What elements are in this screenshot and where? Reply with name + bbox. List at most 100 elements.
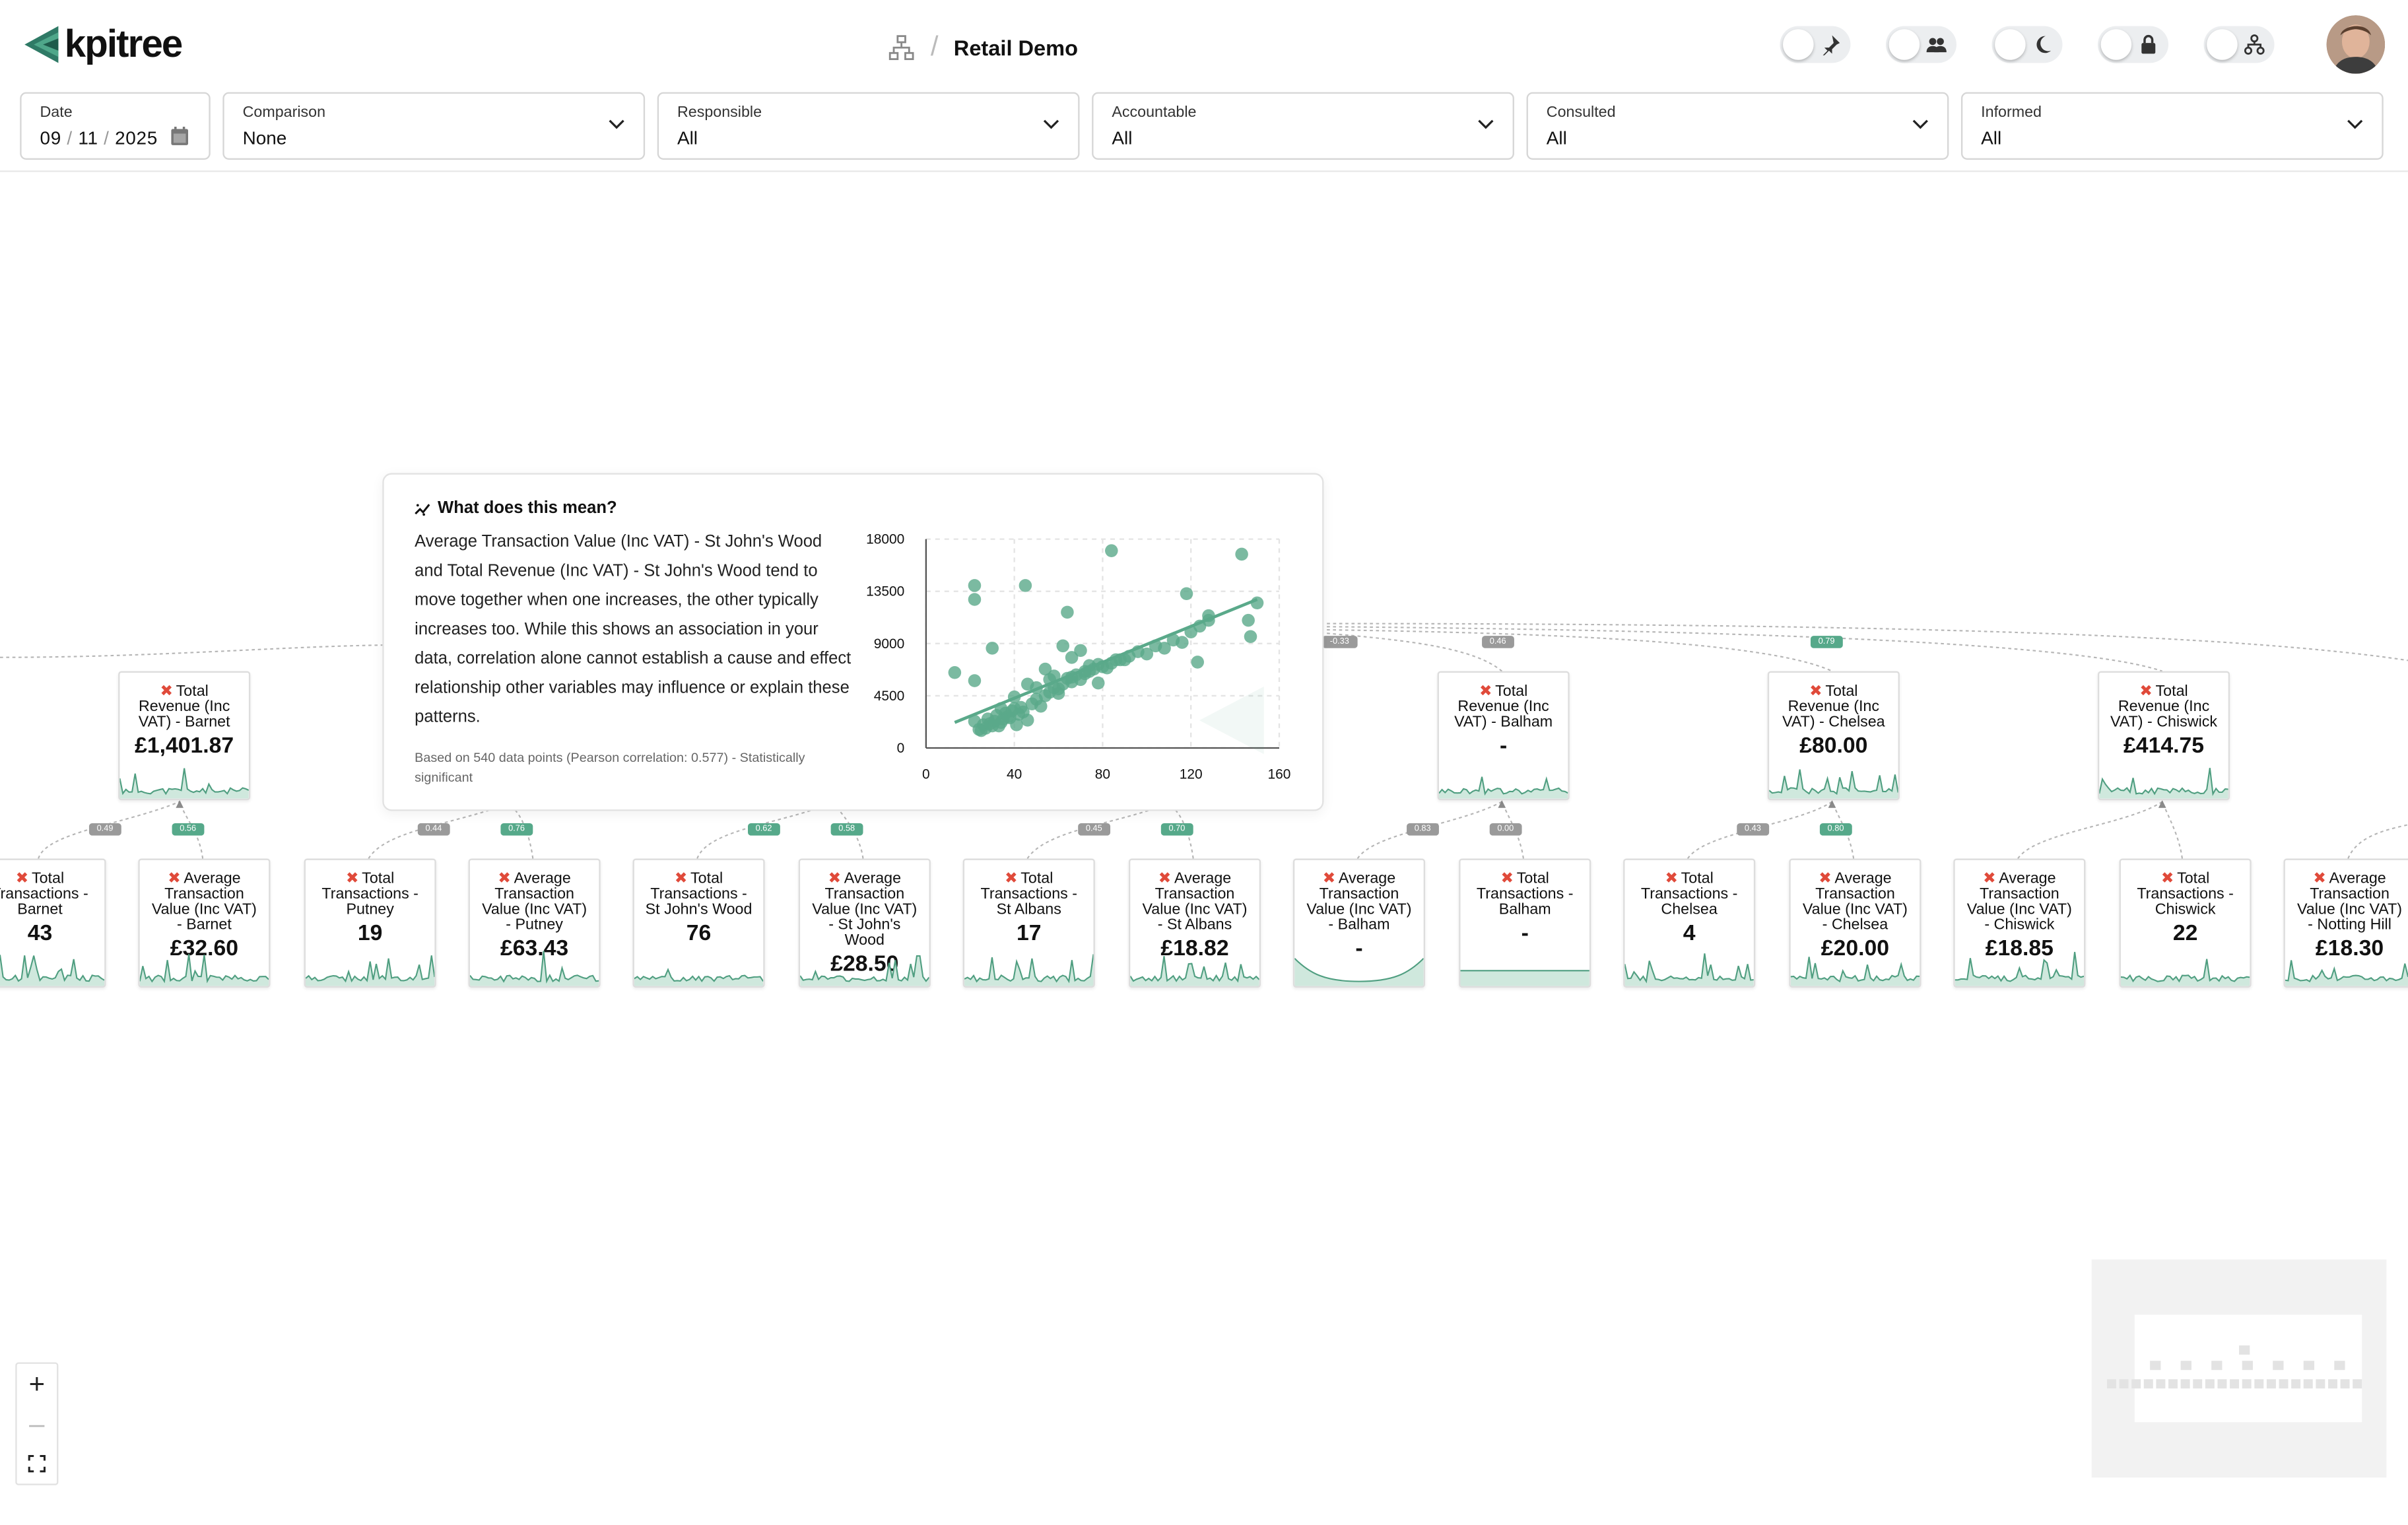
avatar[interactable] bbox=[2326, 15, 2386, 74]
kpi-node[interactable]: ✖ Total Revenue (Inc VAT) - Chiswick £414.75 bbox=[2097, 671, 2230, 801]
edge bbox=[2161, 801, 2183, 859]
sparkline-line bbox=[1955, 951, 2085, 982]
kpi-node-title-text: Value (Inc VAT) bbox=[1802, 901, 1908, 919]
kpi-node[interactable]: ✖ Average Transaction Value (Inc VAT) - Chel… bbox=[1789, 858, 1922, 988]
kpi-node[interactable]: ✖ Average Transaction Value (Inc VAT) - Barn… bbox=[138, 858, 271, 988]
toggle-pin[interactable] bbox=[1780, 26, 1851, 63]
calendar-icon[interactable] bbox=[170, 126, 189, 146]
edge bbox=[1320, 628, 1832, 672]
kpi-node-title-text: Value (Inc VAT) bbox=[2297, 901, 2403, 919]
popup-heading-text: What does this mean? bbox=[438, 499, 617, 518]
zoom-in-button[interactable]: + bbox=[28, 1368, 46, 1400]
kpi-node-title-text: VAT) - Chelsea bbox=[1782, 714, 1885, 731]
kpi-node-title-text: - Notting Hill bbox=[2308, 916, 2391, 934]
kpi-node-title-line: Value (Inc VAT) bbox=[143, 902, 265, 918]
correlation-badge[interactable]: -0.33 bbox=[1322, 636, 1357, 648]
edge bbox=[696, 809, 815, 859]
kpi-node[interactable]: ✖ Total Transactions - Balham - bbox=[1459, 858, 1591, 988]
kpi-node[interactable]: ✖ Total Transactions - St Albans 17 bbox=[962, 858, 1095, 988]
sparkline bbox=[964, 954, 1094, 986]
kpi-node-title-text: Transaction bbox=[494, 886, 574, 903]
kpi-node[interactable]: ✖ Average Transaction Value (Inc VAT) - St A… bbox=[1128, 858, 1261, 988]
correlation-badge[interactable]: 0.46 bbox=[1482, 636, 1514, 648]
sparkline bbox=[2285, 960, 2408, 986]
kpi-node[interactable]: ✖ Total Transactions - Chelsea 4 bbox=[1623, 858, 1756, 988]
responsible-select[interactable]: Responsible All bbox=[657, 92, 1080, 160]
kpi-node-value: £63.43 bbox=[500, 937, 569, 962]
kpi-node-title-line: ✖ Total bbox=[0, 871, 102, 887]
chevron-down-icon bbox=[2347, 119, 2363, 129]
correlation-badge[interactable]: 0.56 bbox=[172, 823, 204, 836]
kpi-node[interactable]: ✖ Average Transaction Value (Inc VAT) - St J… bbox=[798, 858, 931, 988]
kpi-node[interactable]: ✖ Total Transactions - St John's Wood 76 bbox=[632, 858, 765, 988]
toggle-hierarchy[interactable] bbox=[2203, 26, 2275, 63]
kpi-node[interactable]: ✖ Total Transactions - Putney 19 bbox=[304, 858, 436, 988]
correlation-badge[interactable]: 0.76 bbox=[500, 823, 533, 836]
kpi-node-title: ✖ Average Transaction Value (Inc VAT) - Chis… bbox=[1955, 871, 2084, 933]
informed-select[interactable]: Informed All bbox=[1960, 92, 2384, 160]
arrow-head bbox=[1498, 800, 1506, 808]
scatter-point bbox=[1091, 676, 1105, 690]
kpi-node[interactable]: ✖ Average Transaction Value (Inc VAT) - Chis… bbox=[1953, 858, 2086, 988]
date-day[interactable]: 09 bbox=[40, 127, 61, 149]
correlation-badge[interactable]: 0.44 bbox=[417, 823, 450, 836]
kpi-node[interactable]: ✖ Average Transaction Value (Inc VAT) - Nott… bbox=[2283, 858, 2408, 988]
edge bbox=[1320, 632, 1502, 672]
kpi-node-title-text: Transactions - bbox=[0, 886, 88, 903]
kpi-node-title-line: - St John's bbox=[803, 918, 926, 933]
toggle-people[interactable] bbox=[1885, 26, 1956, 63]
kpi-node-title-line: - Chelsea bbox=[1793, 918, 1916, 933]
hierarchy-icon[interactable] bbox=[888, 33, 916, 61]
kpi-node-title-line: ✖ Total bbox=[1442, 684, 1565, 700]
status-fail-icon: ✖ bbox=[828, 871, 842, 888]
kpi-node[interactable]: ✖ Total Revenue (Inc VAT) - Chelsea £80.00 bbox=[1767, 671, 1900, 801]
kpi-node[interactable]: ✖ Total Revenue (Inc VAT) - Balham - bbox=[1437, 671, 1570, 801]
date-month[interactable]: 11 bbox=[78, 127, 98, 149]
correlation-badge[interactable]: 0.49 bbox=[88, 823, 121, 836]
correlation-badge[interactable]: 0.00 bbox=[1489, 823, 1522, 836]
kpi-node[interactable]: ✖ Average Transaction Value (Inc VAT) - Putn… bbox=[468, 858, 601, 988]
correlation-badge[interactable]: 0.45 bbox=[1078, 823, 1110, 836]
toggle-lock[interactable] bbox=[2097, 26, 2169, 63]
minimap-node bbox=[2143, 1379, 2153, 1389]
kpi-node-value: 17 bbox=[1016, 921, 1042, 947]
toggle-dark-mode[interactable] bbox=[1991, 26, 2063, 63]
fit-view-button[interactable] bbox=[17, 1444, 57, 1483]
date-year[interactable]: 2025 bbox=[115, 127, 158, 149]
status-fail-icon: ✖ bbox=[498, 871, 511, 888]
kpi-node-value: £80.00 bbox=[1799, 734, 1868, 759]
tree-canvas[interactable]: -0.33 0.46 0.79 0.49 0.56 0.44 0.76 0.62… bbox=[0, 172, 2408, 1525]
kpi-node-title-line: Transaction bbox=[1793, 887, 1916, 903]
accountable-select[interactable]: Accountable All bbox=[1092, 92, 1514, 160]
kpi-node-title-line: St John's Wood bbox=[637, 902, 760, 918]
sparkline-line bbox=[469, 951, 599, 984]
date-value[interactable]: 09 / 11 / 2025 bbox=[40, 127, 158, 149]
consulted-select[interactable]: Consulted All bbox=[1526, 92, 1949, 160]
correlation-badge[interactable]: 0.83 bbox=[1407, 823, 1439, 836]
minimap-node bbox=[2239, 1345, 2250, 1355]
correlation-badge[interactable]: 0.58 bbox=[830, 823, 863, 836]
minimap-node bbox=[2119, 1379, 2129, 1389]
correlation-badge[interactable]: 0.43 bbox=[1737, 823, 1769, 836]
correlation-explanation-popup: What does this mean? Average Transaction… bbox=[382, 473, 1324, 811]
kpi-node[interactable]: ✖ Total Transactions - Barnet 43 bbox=[0, 858, 106, 988]
kpi-node[interactable]: ✖ Average Transaction Value (Inc VAT) - Balh… bbox=[1292, 858, 1425, 988]
sparkline-line bbox=[1438, 776, 1568, 796]
edge bbox=[1320, 623, 2408, 661]
date-field[interactable]: Date 09 / 11 / 2025 bbox=[20, 92, 211, 160]
correlation-badge[interactable]: 0.70 bbox=[1160, 823, 1193, 836]
comparison-select[interactable]: Comparison None bbox=[222, 92, 646, 160]
sparkline-line bbox=[1130, 956, 1259, 983]
moon-icon bbox=[2036, 36, 2052, 53]
correlation-badge[interactable]: 0.79 bbox=[1810, 636, 1843, 648]
kpitree-logo[interactable]: kpitree bbox=[22, 22, 183, 68]
minimap-node bbox=[2316, 1379, 2325, 1389]
kpi-node-title: ✖ Total Revenue (Inc VAT) - Chiswick bbox=[2099, 684, 2228, 731]
sparkline-line bbox=[139, 954, 269, 984]
correlation-badge[interactable]: 0.80 bbox=[1819, 823, 1852, 836]
zoom-out-button[interactable]: – bbox=[29, 1408, 45, 1439]
minimap[interactable] bbox=[2091, 1259, 2387, 1478]
kpi-node[interactable]: ✖ Total Revenue (Inc VAT) - Barnet £1,401.87 bbox=[118, 671, 251, 801]
kpi-node[interactable]: ✖ Total Transactions - Chiswick 22 bbox=[2119, 858, 2252, 988]
correlation-badge[interactable]: 0.62 bbox=[748, 823, 780, 836]
